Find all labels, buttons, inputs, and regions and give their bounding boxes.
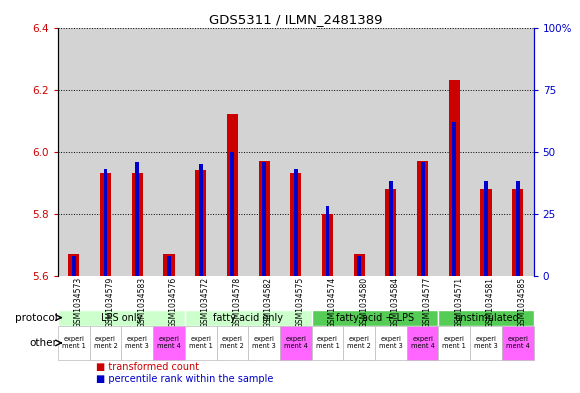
Bar [262,162,266,276]
Bar [185,326,216,360]
Text: ■ transformed count: ■ transformed count [96,362,199,371]
Bar [135,162,139,276]
Text: GSM1034584: GSM1034584 [391,277,400,328]
Bar [470,326,502,360]
Bar [449,80,460,276]
Bar [343,326,375,360]
Text: experi
ment 4: experi ment 4 [284,336,308,349]
Text: GSM1034578: GSM1034578 [233,277,241,328]
Text: ■ percentile rank within the sample: ■ percentile rank within the sample [96,374,273,384]
Bar [322,214,333,276]
Text: fatty acid only: fatty acid only [213,312,283,323]
Text: unstimulated: unstimulated [454,312,519,323]
Bar [68,254,79,276]
Bar [199,164,202,276]
Text: protocol: protocol [14,312,57,323]
Text: experi
ment 2: experi ment 2 [220,336,244,349]
Bar [311,310,438,325]
Text: experi
ment 4: experi ment 4 [411,336,434,349]
Text: LPS only: LPS only [101,312,142,323]
Text: other: other [30,338,57,348]
Bar [484,182,488,276]
Bar [438,310,534,325]
Bar [311,326,343,360]
Text: GSM1034573: GSM1034573 [74,277,83,328]
Bar [357,256,361,276]
Bar [294,169,298,276]
Bar [167,256,171,276]
Bar [216,326,248,360]
Bar [512,189,523,276]
Text: GSM1034576: GSM1034576 [169,277,178,328]
Title: GDS5311 / ILMN_2481389: GDS5311 / ILMN_2481389 [209,13,383,26]
Text: experi
ment 4: experi ment 4 [157,336,181,349]
Bar [259,161,270,276]
Bar [354,254,365,276]
Bar [502,326,534,360]
Text: experi
ment 3: experi ment 3 [474,336,498,349]
Text: experi
ment 2: experi ment 2 [93,336,118,349]
Bar [164,254,175,276]
Bar [452,122,456,276]
Bar [230,152,234,276]
Text: GSM1034583: GSM1034583 [137,277,146,328]
Bar [132,173,143,276]
Bar [385,189,397,276]
Text: experi
ment 2: experi ment 2 [347,336,371,349]
Text: GSM1034580: GSM1034580 [359,277,368,328]
Bar [280,326,311,360]
Text: GSM1034575: GSM1034575 [296,277,305,328]
Bar [195,170,206,276]
Text: GSM1034579: GSM1034579 [106,277,115,328]
Bar [420,162,425,276]
Text: experi
ment 1: experi ment 1 [62,336,86,349]
Bar [480,189,492,276]
Text: GSM1034585: GSM1034585 [518,277,527,328]
Bar [121,326,153,360]
Bar [325,206,329,276]
Bar [104,169,107,276]
Bar [58,310,185,325]
Text: GSM1034571: GSM1034571 [454,277,463,328]
Bar [389,182,393,276]
Bar [417,161,428,276]
Bar [227,114,238,276]
Text: GSM1034582: GSM1034582 [264,277,273,328]
Bar [185,310,311,325]
Text: GSM1034572: GSM1034572 [201,277,210,328]
Text: GSM1034581: GSM1034581 [486,277,495,328]
Bar [407,326,438,360]
Bar [438,326,470,360]
Text: GSM1034574: GSM1034574 [328,277,336,328]
Bar [72,256,76,276]
Bar [290,173,302,276]
Bar [248,326,280,360]
Bar [375,326,407,360]
Text: experi
ment 3: experi ment 3 [252,336,276,349]
Bar [153,326,185,360]
Text: experi
ment 1: experi ment 1 [189,336,212,349]
Text: fatty acid + LPS: fatty acid + LPS [336,312,414,323]
Bar [516,182,520,276]
Bar [90,326,121,360]
Text: experi
ment 1: experi ment 1 [316,336,339,349]
Text: experi
ment 1: experi ment 1 [443,336,466,349]
Text: experi
ment 3: experi ment 3 [379,336,403,349]
Text: GSM1034577: GSM1034577 [423,277,432,328]
Bar [58,326,90,360]
Text: experi
ment 3: experi ment 3 [125,336,149,349]
Bar [100,173,111,276]
Text: experi
ment 4: experi ment 4 [506,336,530,349]
